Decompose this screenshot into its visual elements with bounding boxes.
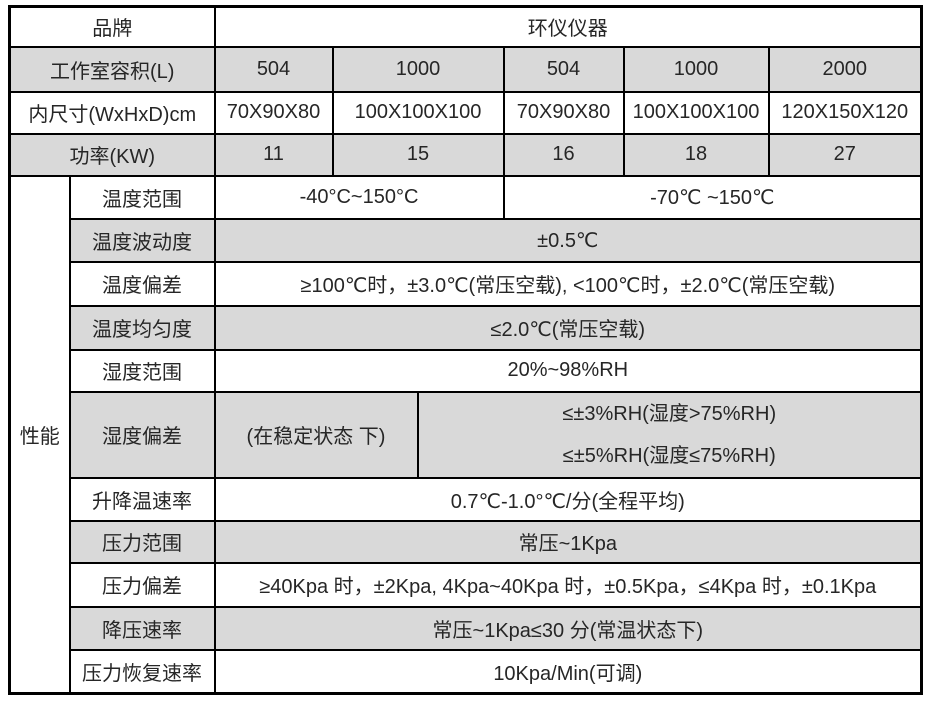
inner-size-value-cell: 70X90X80: [502, 90, 625, 135]
power-row: 功率(KW) 11 15 16 18 27: [8, 132, 923, 177]
temp-fluctuation-row: 温度波动度 ±0.5℃: [10, 217, 923, 263]
inner-size-value-cell: 100X100X100: [331, 90, 505, 135]
temp-range-row: 性能 温度范围 -40°C~150°C -70℃ ~150℃: [8, 174, 923, 695]
pressure-range-row: 压力范围 常压~1Kpa: [10, 519, 923, 564]
humidity-deviation-values: ≤±3%RH(湿度>75%RH) ≤±5%RH(湿度≤75%RH): [421, 394, 919, 476]
temp-uniformity-label-cell: 温度均匀度: [68, 304, 216, 351]
pressure-range-value-cell: 常压~1Kpa: [213, 519, 923, 564]
capacity-row: 工作室容积(L) 504 1000 504 1000 2000: [8, 45, 923, 93]
pressure-deviation-label-cell: 压力偏差: [68, 561, 216, 608]
humidity-range-row: 湿度范围 20%~98%RH: [10, 348, 923, 393]
temp-uniformity-value-cell: ≤2.0℃(常压空载): [213, 304, 923, 351]
pressure-deviation-row: 压力偏差 ≥40Kpa 时，±2Kpa, 4Kpa~40Kpa 时，±0.5Kp…: [10, 561, 923, 608]
temp-range-label-cell: 温度范围: [68, 174, 216, 220]
capacity-value-cell: 1000: [622, 45, 770, 93]
power-value-cell: 11: [213, 132, 334, 177]
power-value-cell: 18: [622, 132, 770, 177]
pressure-deviation-value-cell: ≥40Kpa 时，±2Kpa, 4Kpa~40Kpa 时，±0.5Kpa，≤4K…: [213, 561, 923, 608]
pressure-recovery-value-cell: 10Kpa/Min(可调): [213, 648, 923, 695]
brand-value-cell: 环仪仪器: [213, 5, 923, 48]
ramp-rate-row: 升降温速率 0.7℃-1.0°℃/分(全程平均): [10, 476, 923, 522]
humidity-deviation-value-cell: ≤±3%RH(湿度>75%RH) ≤±5%RH(湿度≤75%RH): [416, 390, 923, 479]
temp-deviation-row: 温度偏差 ≥100℃时，±3.0℃(常压空载), <100℃时，±2.0℃(常压…: [10, 260, 923, 307]
inner-size-label-cell: 内尺寸(WxHxD)cm: [8, 90, 216, 135]
inner-size-value-cell: 70X90X80: [213, 90, 334, 135]
temp-uniformity-row: 温度均匀度 ≤2.0℃(常压空载): [10, 304, 923, 351]
humidity-deviation-line1: ≤±3%RH(湿度>75%RH): [562, 402, 777, 425]
humidity-range-value-cell: 20%~98%RH: [213, 348, 923, 393]
capacity-value-cell: 2000: [767, 45, 923, 93]
humidity-deviation-line2: ≤±5%RH(湿度≤75%RH): [562, 444, 776, 467]
depressurization-rate-row: 降压速率 常压~1Kpa≤30 分(常温状态下): [10, 605, 923, 651]
humidity-range-label-cell: 湿度范围: [68, 348, 216, 393]
brand-row: 品牌 环仪仪器: [8, 5, 923, 48]
pressure-recovery-label-cell: 压力恢复速率: [68, 648, 216, 695]
capacity-value-cell: 1000: [331, 45, 505, 93]
depressurization-rate-value-cell: 常压~1Kpa≤30 分(常温状态下): [213, 605, 923, 651]
performance-section-cell: 性能: [8, 174, 71, 695]
power-label-cell: 功率(KW): [8, 132, 216, 177]
power-value-cell: 16: [502, 132, 625, 177]
depressurization-rate-label-cell: 降压速率: [68, 605, 216, 651]
inner-size-value-cell: 120X150X120: [767, 90, 923, 135]
brand-label-cell: 品牌: [8, 5, 216, 48]
power-value-cell: 27: [767, 132, 923, 177]
temp-range-left-cell: -40°C~150°C: [213, 174, 505, 220]
capacity-value-cell: 504: [502, 45, 625, 93]
capacity-label-cell: 工作室容积(L): [8, 45, 216, 93]
humidity-deviation-label-cell: 湿度偏差: [68, 390, 216, 479]
temp-fluctuation-label-cell: 温度波动度: [68, 217, 216, 263]
product-spec-table: 品牌 环仪仪器 工作室容积(L) 504 1000 504 1000 2000 …: [8, 5, 924, 695]
inner-size-row: 内尺寸(WxHxD)cm 70X90X80 100X100X100 70X90X…: [8, 90, 923, 135]
power-value-cell: 15: [331, 132, 505, 177]
ramp-rate-label-cell: 升降温速率: [68, 476, 216, 522]
humidity-deviation-condition-cell: (在稳定状态 下): [213, 390, 419, 479]
temp-range-right-cell: -70℃ ~150℃: [502, 174, 923, 220]
capacity-value-cell: 504: [213, 45, 334, 93]
temp-fluctuation-value-cell: ±0.5℃: [213, 217, 923, 263]
temp-deviation-label-cell: 温度偏差: [68, 260, 216, 307]
inner-size-value-cell: 100X100X100: [622, 90, 770, 135]
humidity-deviation-row: 湿度偏差 (在稳定状态 下) ≤±3%RH(湿度>75%RH) ≤±5%RH(湿…: [10, 390, 923, 479]
temp-deviation-value-cell: ≥100℃时，±3.0℃(常压空载), <100℃时，±2.0℃(常压空载): [213, 260, 923, 307]
pressure-range-label-cell: 压力范围: [68, 519, 216, 564]
ramp-rate-value-cell: 0.7℃-1.0°℃/分(全程平均): [213, 476, 923, 522]
pressure-recovery-row: 压力恢复速率 10Kpa/Min(可调): [10, 648, 923, 695]
